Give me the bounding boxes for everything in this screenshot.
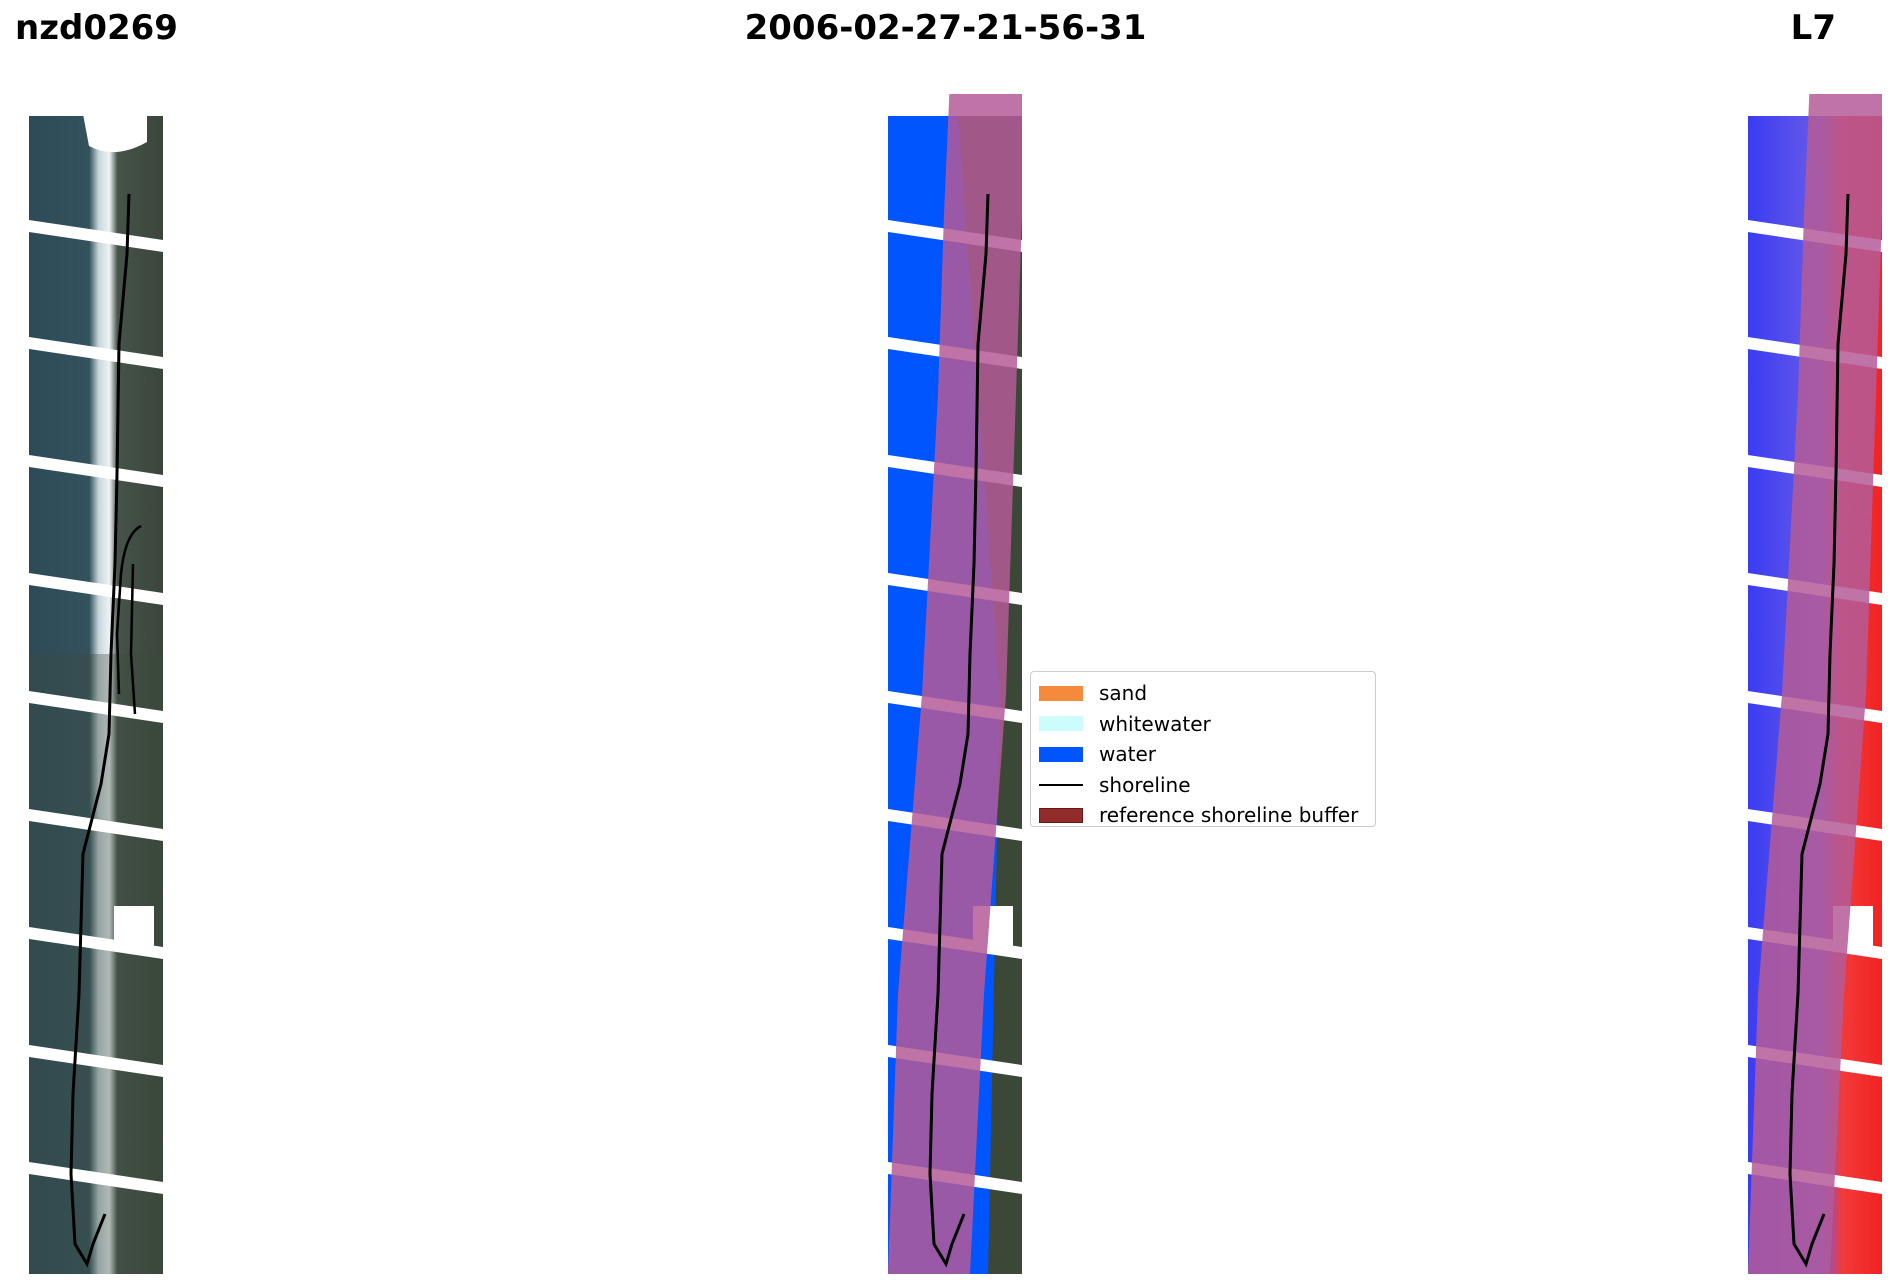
shoreline-line <box>69 193 131 1268</box>
legend: sand whitewater water shoreline referenc… <box>1030 671 1376 827</box>
mndwi-image-panel <box>1748 94 1882 1274</box>
shoreline-swatch <box>1039 783 1083 786</box>
date-title: 2006-02-27-21-56-31 <box>744 8 1147 48</box>
classified-image-panel <box>888 94 1022 1274</box>
shoreline-line <box>1788 193 1850 1268</box>
satellite-title: L7 <box>1790 8 1836 48</box>
legend-item-sand: sand <box>1039 678 1367 709</box>
legend-label: water <box>1099 742 1156 767</box>
legend-label: sand <box>1099 681 1148 706</box>
buffer-swatch <box>1039 807 1083 823</box>
scan-gaps <box>29 220 163 1194</box>
legend-label: whitewater <box>1099 711 1211 736</box>
legend-item-whitewater: whitewater <box>1039 709 1367 740</box>
rgb-image-panel <box>29 94 163 1274</box>
legend-item-reference-buffer: reference shoreline buffer <box>1039 800 1367 831</box>
legend-label: reference shoreline buffer <box>1099 803 1359 828</box>
sand-swatch <box>1039 685 1083 701</box>
legend-label: shoreline <box>1099 772 1191 797</box>
legend-item-water: water <box>1039 739 1367 770</box>
site-id-title: nzd0269 <box>15 8 178 48</box>
shoreline-line <box>928 193 990 1268</box>
water-swatch <box>1039 746 1083 762</box>
reference-buffer <box>1748 94 1882 1274</box>
reference-buffer <box>888 94 1022 1274</box>
whitewater-swatch <box>1039 716 1083 732</box>
legend-item-shoreline: shoreline <box>1039 770 1367 801</box>
